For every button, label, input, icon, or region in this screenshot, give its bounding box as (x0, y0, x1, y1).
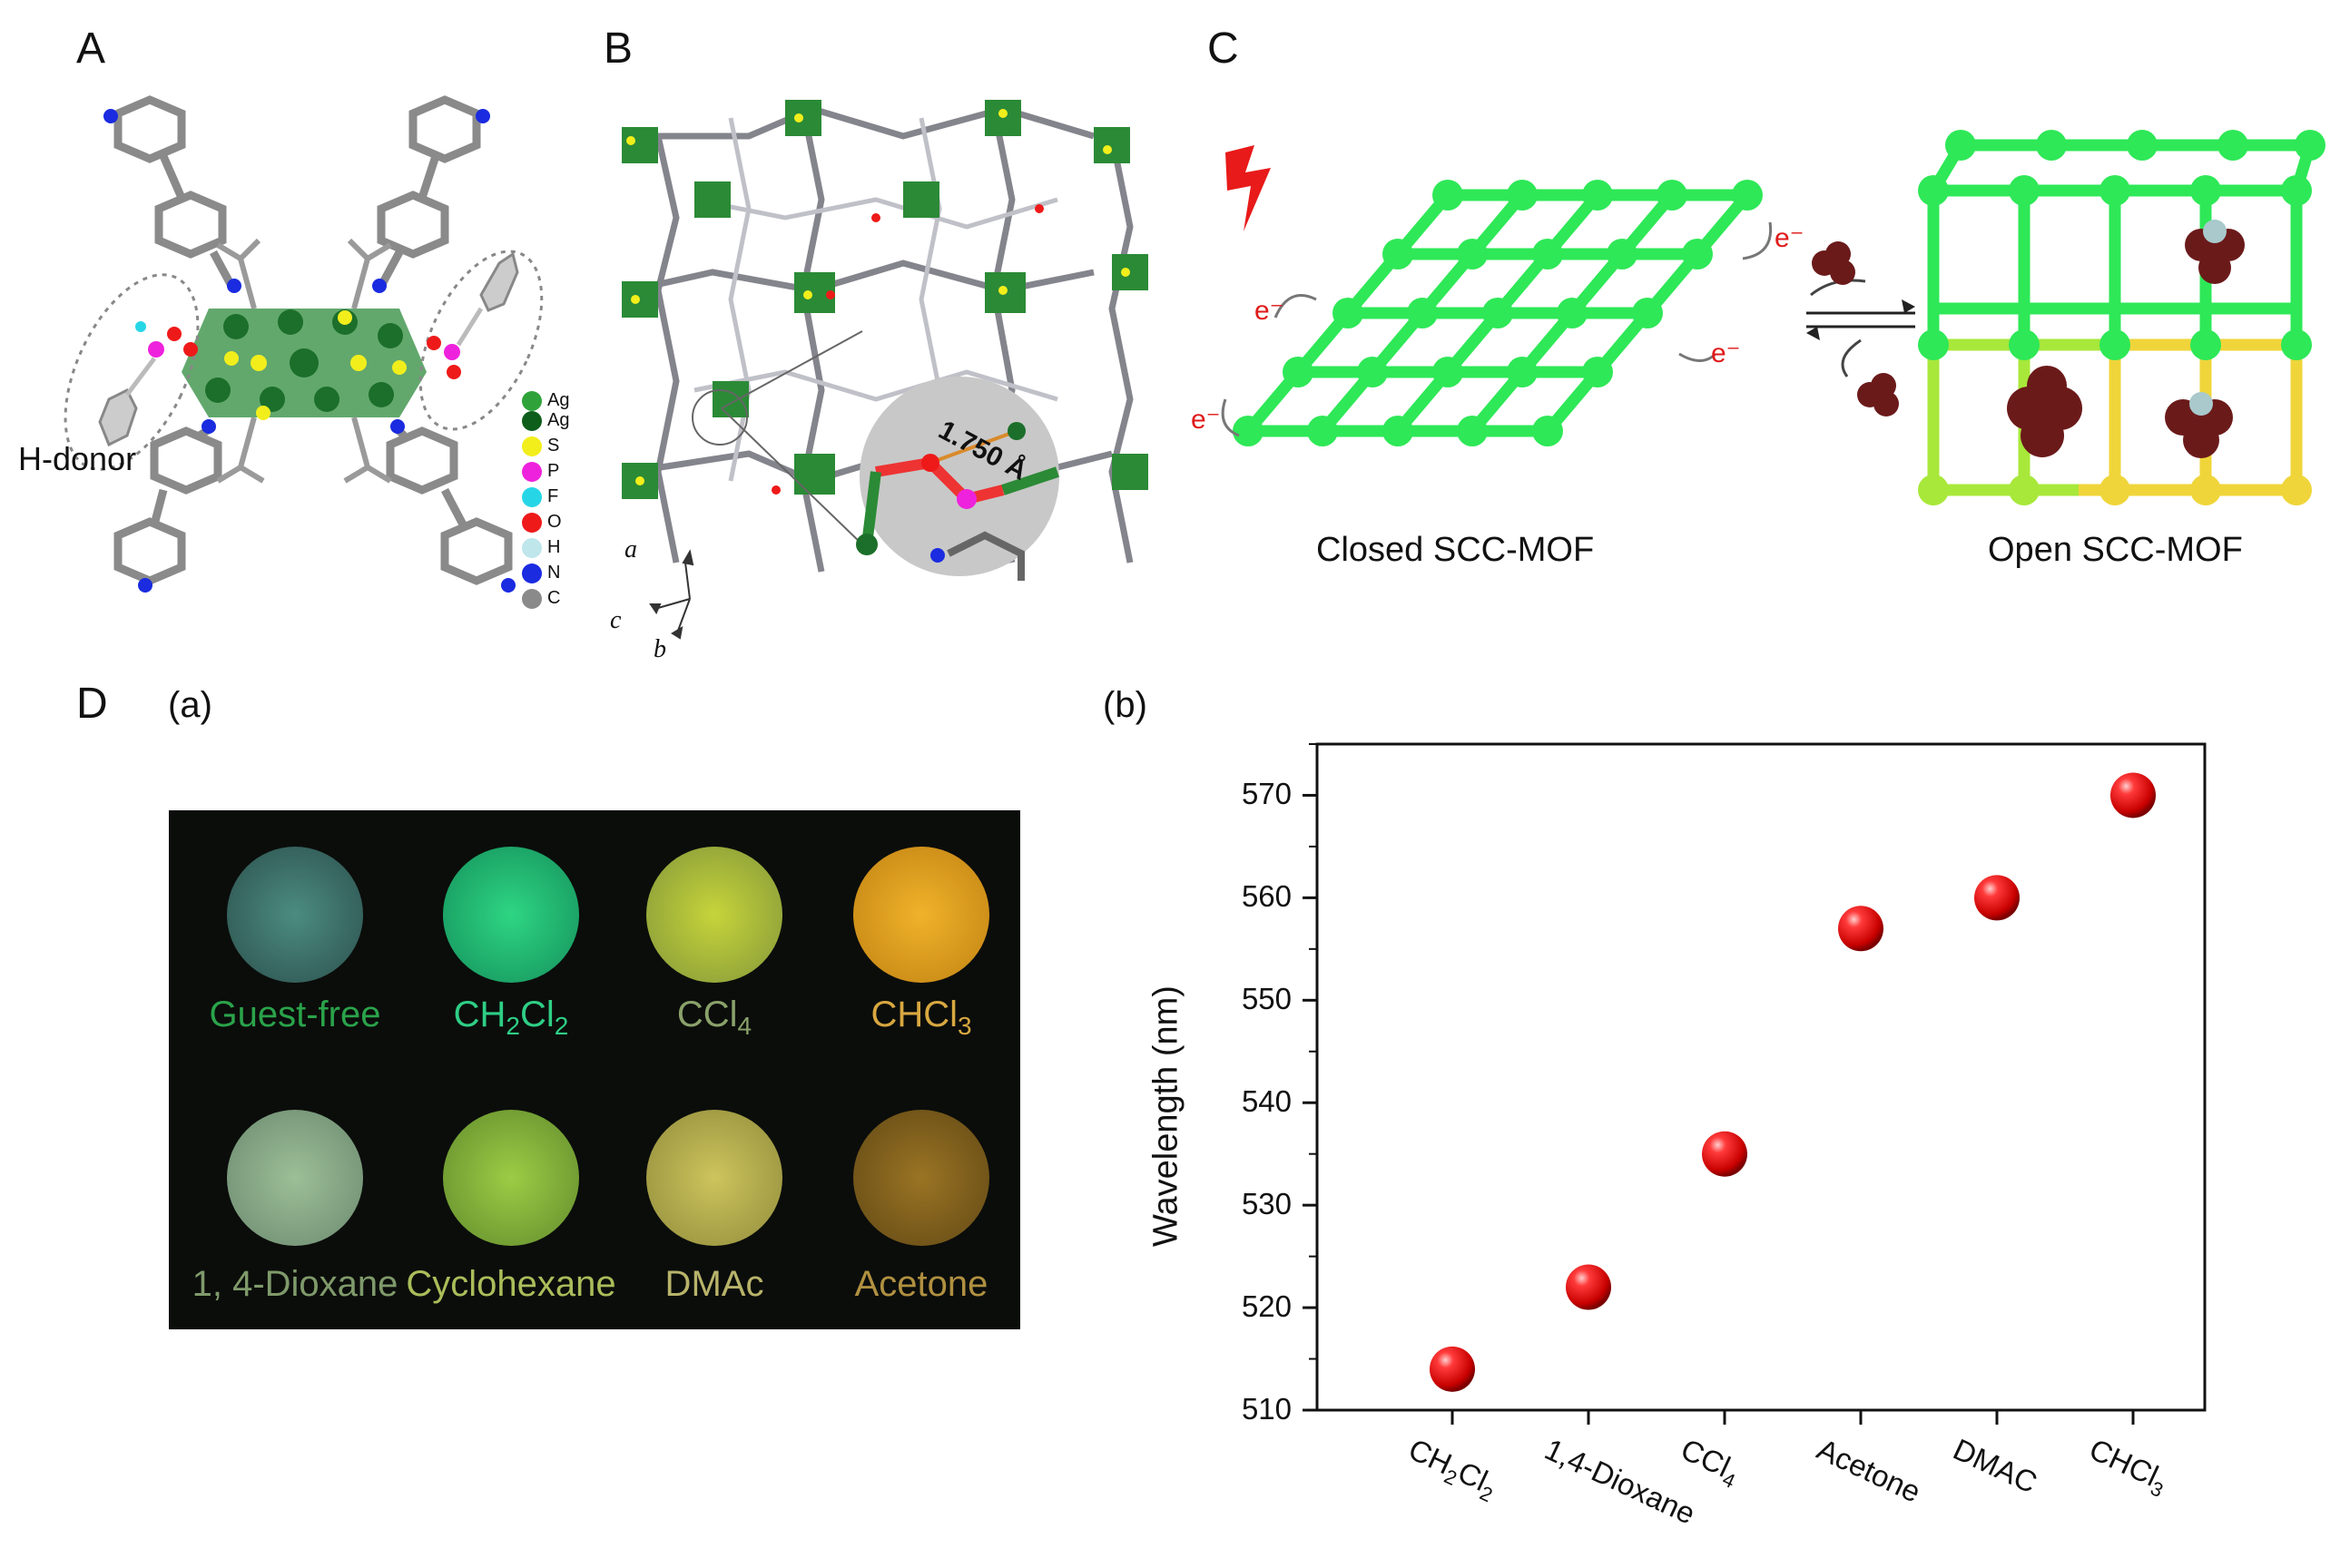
p-atom-icon (522, 461, 542, 482)
n-atom-icon (522, 563, 542, 583)
electron-label-1: e⁻ (1254, 296, 1284, 326)
o-atom-icon (522, 512, 542, 533)
x-axis-ticks (1450, 1410, 2135, 1425)
closed-scc-mof-label: Closed SCC-MOF (1316, 531, 1595, 569)
y-tick-label: 570 (1241, 777, 1292, 811)
legend-item-n: N (522, 563, 560, 583)
legend-item-f: F (522, 486, 558, 507)
legend-item-p: P (522, 461, 559, 482)
panel-b-letter: B (604, 24, 634, 73)
y-tick-label: 560 (1241, 879, 1292, 914)
vial-label-dioxane: 1, 4-Dioxane (192, 1264, 398, 1304)
data-points (1430, 772, 2156, 1392)
panel-a-letter: A (76, 24, 106, 73)
wavelength-chart (1303, 742, 2207, 1425)
data-point (1838, 906, 1883, 952)
legend-item-c: C (522, 588, 560, 609)
h-atom-icon (522, 537, 542, 558)
vial-photo: Guest-free CH2Cl2 CCl4 CHCl3 1, 4-Dioxan… (169, 810, 1020, 1329)
vial-label-chcl3: CHCl3 (870, 995, 972, 1040)
electron-label-4: e⁻ (1711, 338, 1741, 368)
vial-dioxane (227, 1110, 363, 1246)
data-point (1430, 1346, 1475, 1392)
legend-item-s: S (522, 436, 559, 456)
ag-atom-icon (522, 410, 542, 431)
atom-legend: Ag Ag S P F O H N C (522, 390, 585, 626)
plot-frame (1315, 742, 2207, 1412)
panel-d-letter: D (76, 680, 108, 728)
vial-label-cyclohexane: Cyclohexane (406, 1264, 616, 1304)
y-tick-label: 530 (1241, 1187, 1292, 1221)
h-donor-label: H-donor (18, 440, 137, 477)
legend-item-ag1: Ag (522, 390, 569, 411)
electron-label-3: e⁻ (1775, 223, 1804, 253)
vial-chcl3 (853, 847, 989, 983)
data-point (2110, 772, 2156, 818)
legend-item-o: O (522, 512, 562, 533)
lightning-icon (1225, 145, 1271, 231)
s-atom-icon (522, 436, 542, 456)
electron-label-2: e⁻ (1191, 405, 1221, 435)
panel-b-framework (622, 100, 1148, 640)
vial-acetone (853, 1110, 989, 1246)
vial-label-acetone: Acetone (854, 1264, 988, 1304)
vial-guest-free (227, 847, 363, 983)
panel-c-scheme (1221, 130, 2325, 505)
data-point (1702, 1131, 1747, 1177)
open-scc-mof-label: Open SCC-MOF (1988, 531, 2243, 569)
y-tick-label: 550 (1241, 982, 1292, 1016)
data-point (1974, 875, 2020, 921)
panel-d-sub-a: (a) (168, 685, 212, 725)
vial-label-dmac: DMAc (664, 1264, 764, 1304)
y-tick-label: 540 (1241, 1084, 1292, 1119)
data-point (1566, 1264, 1611, 1310)
vial-cyclohexane (443, 1110, 579, 1246)
c-atom-icon (522, 588, 542, 609)
vial-label-ch2cl2: CH2Cl2 (453, 995, 569, 1040)
y-axis-ticks (1303, 743, 1317, 1412)
panel-d-sub-b: (b) (1103, 685, 1147, 725)
axis-c-label: c (610, 606, 622, 634)
vial-ch2cl2 (443, 847, 579, 983)
legend-item-ag2: Ag (522, 410, 569, 431)
panel-c-letter: C (1207, 24, 1239, 73)
vial-label-ccl4: CCl4 (676, 995, 752, 1040)
panel-a-crystal-structure (64, 95, 544, 593)
axis-b-label: b (654, 635, 666, 663)
y-axis-label: Wavelength (nm) (1146, 985, 1185, 1247)
f-atom-icon (522, 486, 542, 507)
vial-label-guest-free: Guest-free (209, 995, 381, 1034)
vial-dmac (646, 1110, 782, 1246)
ag-atom-icon (522, 390, 542, 411)
y-tick-label: 520 (1241, 1289, 1292, 1324)
legend-item-h: H (522, 537, 560, 558)
y-tick-label: 510 (1241, 1392, 1292, 1426)
vial-ccl4 (646, 847, 782, 983)
axis-a-label: a (624, 535, 637, 564)
